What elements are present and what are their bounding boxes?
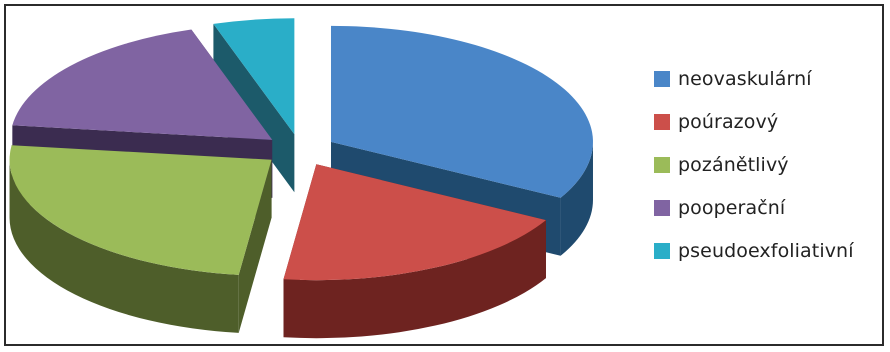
slice-tops	[9, 18, 593, 281]
legend-swatch	[654, 157, 670, 173]
slice-outer-side	[560, 141, 593, 256]
legend-item-neovaskularni: neovaskulární	[654, 65, 854, 93]
slice-outer-side	[283, 220, 546, 339]
legend-label: pooperační	[678, 197, 786, 219]
slice-neovaskularni	[330, 25, 593, 198]
slice-pourazovy	[283, 164, 546, 281]
slice-outer-side	[9, 159, 239, 333]
legend-item-pooperacni: pooperační	[654, 194, 854, 222]
legend-swatch	[654, 71, 670, 87]
slice-radial-side	[238, 159, 272, 333]
legend-item-pseudoexfoliativni: pseudoexfoliativní	[654, 237, 854, 265]
legend-label: pozánětlivý	[678, 154, 789, 176]
legend-swatch	[654, 114, 670, 130]
legend-label: pseudoexfoliativní	[678, 240, 854, 262]
slice-pseudoexfoliativni	[213, 18, 295, 135]
legend-label: neovaskulární	[678, 68, 812, 90]
slice-pooperacni	[12, 29, 273, 140]
legend-item-pozanetlivy: pozánětlivý	[654, 151, 854, 179]
legend-item-pourazovy: poúrazový	[654, 108, 854, 136]
legend-swatch	[654, 243, 670, 259]
legend: neovaskulární poúrazový pozánětlivý poop…	[654, 65, 854, 280]
legend-label: poúrazový	[678, 111, 779, 133]
legend-swatch	[654, 200, 670, 216]
slice-radial-side	[213, 23, 295, 193]
slice-pozanetlivy	[9, 145, 272, 275]
